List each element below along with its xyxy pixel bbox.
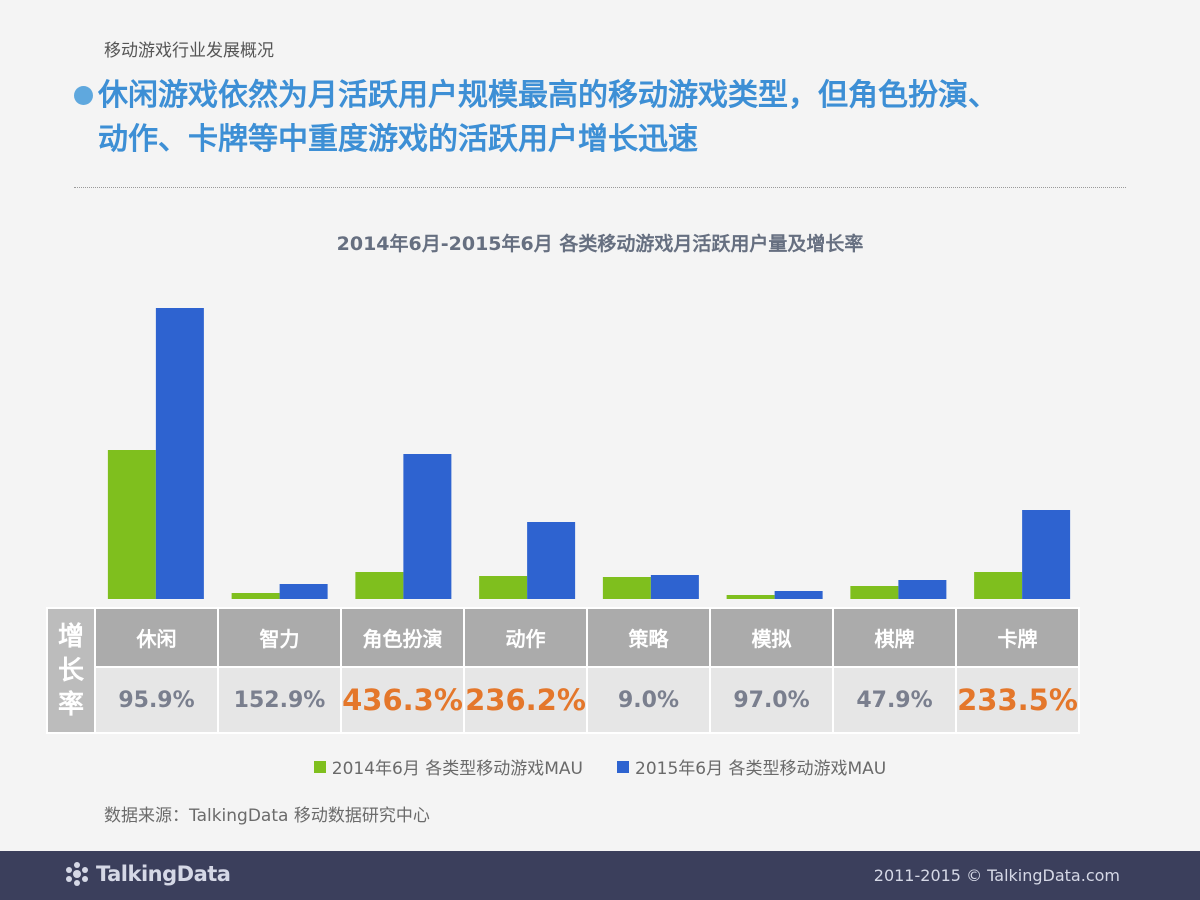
copyright: 2011-2015 © TalkingData.com [873, 866, 1120, 885]
divider [74, 187, 1126, 188]
bar-2015-3 [403, 454, 452, 599]
bar-2015-8 [1022, 510, 1071, 599]
legend-label-2014: 2014年6月 各类型移动游戏MAU [331, 759, 583, 779]
bar-2015-7 [898, 580, 947, 599]
bar-2014-5 [602, 577, 651, 599]
category-cell: 策略 [586, 607, 711, 668]
category-cell: 角色扮演 [340, 607, 465, 668]
row-header-char: 增 [57, 621, 84, 652]
headline-line-2: 动作、卡牌等中重度游戏的活跃用户增长迅速 [98, 122, 698, 157]
growth-rate-cell: 97.0% [709, 666, 834, 734]
category-cell: 模拟 [709, 607, 834, 668]
legend-item-2015: 2015年6月 各类型移动游戏MAU [617, 754, 886, 779]
footer-bar: TalkingData 2011-2015 © TalkingData.com [0, 851, 1200, 900]
row-header-char: 率 [57, 689, 84, 720]
row-header-growth-rate: 增长率 [46, 607, 96, 734]
talkingdata-logo-icon [66, 862, 88, 886]
growth-rate-cell: 47.9% [832, 666, 957, 734]
bar-2015-2 [279, 584, 328, 599]
bar-2014-1 [107, 450, 156, 599]
bar-2014-6 [726, 595, 775, 599]
category-cell: 动作 [463, 607, 588, 668]
growth-rate-cell: 236.2% [463, 666, 588, 734]
logo-text: TalkingData [96, 862, 231, 886]
legend-swatch-2014 [313, 760, 326, 773]
headline-bullet [74, 86, 93, 105]
category-cell: 休闲 [94, 607, 219, 668]
growth-rate-cell: 95.9% [94, 666, 219, 734]
section-label: 移动游戏行业发展概况 [104, 41, 274, 61]
bar-2014-2 [231, 593, 280, 599]
bar-2015-4 [527, 522, 576, 599]
row-header-char: 长 [57, 655, 84, 686]
headline-line-1: 休闲游戏依然为月活跃用户规模最高的移动游戏类型，但角色扮演、 [98, 78, 998, 113]
legend: 2014年6月 各类型移动游戏MAU 2015年6月 各类型移动游戏MAU [0, 754, 1200, 779]
category-cell: 棋牌 [832, 607, 957, 668]
bar-2015-5 [650, 575, 699, 599]
legend-label-2015: 2015年6月 各类型移动游戏MAU [635, 759, 887, 779]
category-cell: 卡牌 [955, 607, 1080, 668]
legend-item-2014: 2014年6月 各类型移动游戏MAU [313, 754, 583, 779]
bar-2014-4 [479, 576, 528, 599]
chart-title: 2014年6月-2015年6月 各类移动游戏月活跃用户量及增长率 [336, 233, 864, 255]
logo: TalkingData [64, 861, 231, 887]
bar-2014-3 [355, 572, 404, 599]
growth-rate-cell: 9.0% [586, 666, 711, 734]
bar-2015-6 [774, 591, 823, 599]
growth-rate-cell: 436.3% [340, 666, 465, 734]
bar-2014-8 [974, 572, 1023, 599]
data-source: 数据来源：TalkingData 移动数据研究中心 [104, 806, 430, 826]
headline: 休闲游戏依然为月活跃用户规模最高的移动游戏类型，但角色扮演、 动作、卡牌等中重度… [74, 74, 1154, 162]
legend-swatch-2015 [617, 760, 629, 773]
bar-chart [107, 308, 1071, 599]
category-cell: 智力 [217, 607, 342, 668]
bar-2014-7 [850, 586, 899, 599]
growth-rate-cell: 233.5% [955, 666, 1080, 734]
growth-rate-table: 增长率 休闲 智力 角色扮演 动作 策略 模拟 棋牌 卡牌 95.9% 152.… [46, 607, 1080, 734]
bar-2015-1 [155, 308, 204, 599]
growth-rate-cell: 152.9% [217, 666, 342, 734]
